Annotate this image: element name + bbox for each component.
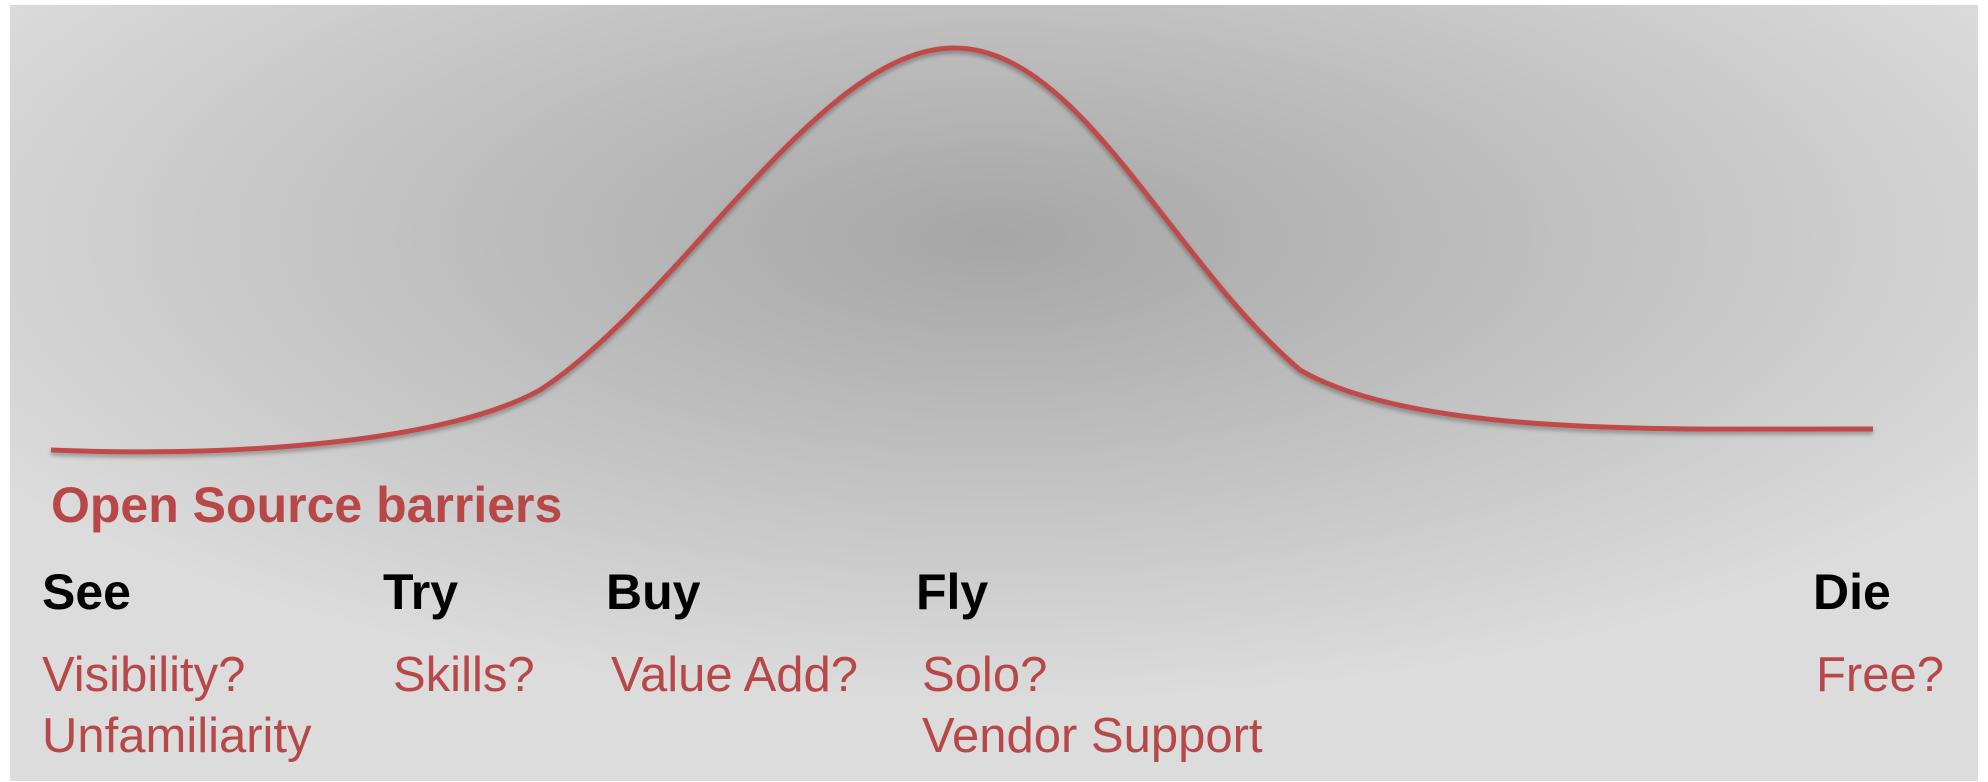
barrier: Value Add? [611,648,858,702]
barrier: Free? [1816,648,1944,702]
background [10,5,1978,781]
barrier: Solo? [922,648,1047,702]
barrier: Unfamiliarity [42,709,312,763]
stages: See Visibility? Unfamiliarity Try Skills? Buy… [42,564,1944,763]
barrier: Vendor Support [922,709,1263,763]
stage-name: Die [1813,564,1891,620]
barrier: Skills? [393,648,535,702]
stage-name: Buy [606,564,701,620]
adoption-curve [50,45,1874,455]
stage-name: Try [383,564,458,620]
stage-name: See [42,564,131,620]
barrier: Visibility? [42,648,245,702]
title: Open Source barriers [51,477,562,533]
stage-name: Fly [916,564,988,620]
